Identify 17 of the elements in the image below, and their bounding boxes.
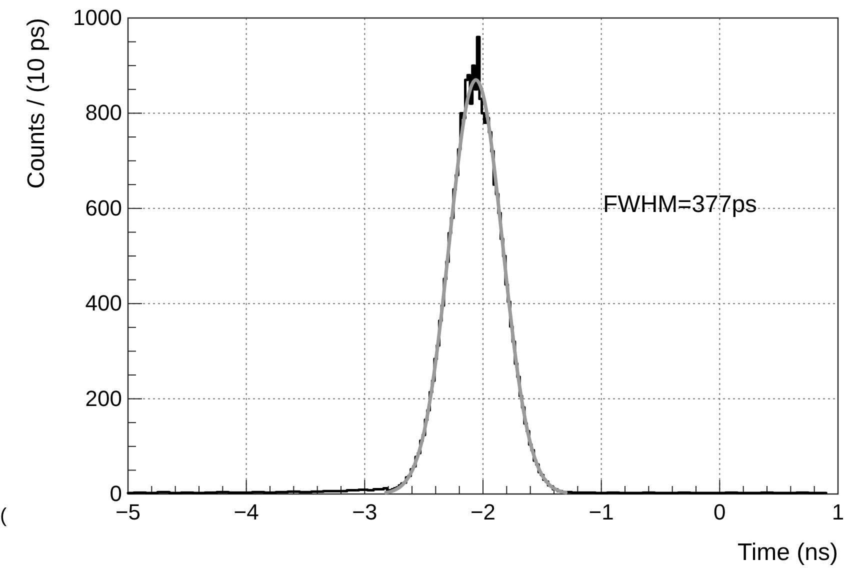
x-tick-label: −1 (588, 500, 614, 525)
x-tick-label: 1 (832, 500, 844, 525)
line-series (384, 78, 568, 494)
annotation: FWHM=377ps (603, 191, 758, 218)
text: ( (0, 505, 7, 527)
y-tick-label: 1000 (73, 5, 122, 30)
y-tick-label: 800 (85, 100, 122, 126)
x-axis-title: Time (ns) (738, 539, 838, 566)
x-tick-label: 0 (714, 500, 726, 525)
y-tick-label: 600 (85, 195, 122, 220)
x-tick-label: −4 (234, 500, 259, 525)
y-tick-label: 0 (110, 481, 122, 506)
x-tick-label: −2 (470, 500, 496, 525)
y-tick-label: 400 (85, 290, 122, 316)
y-tick-label: 200 (85, 386, 122, 411)
x-tick-label: −3 (352, 500, 378, 525)
y-axis-title: Counts / (10 ps) (23, 18, 50, 189)
